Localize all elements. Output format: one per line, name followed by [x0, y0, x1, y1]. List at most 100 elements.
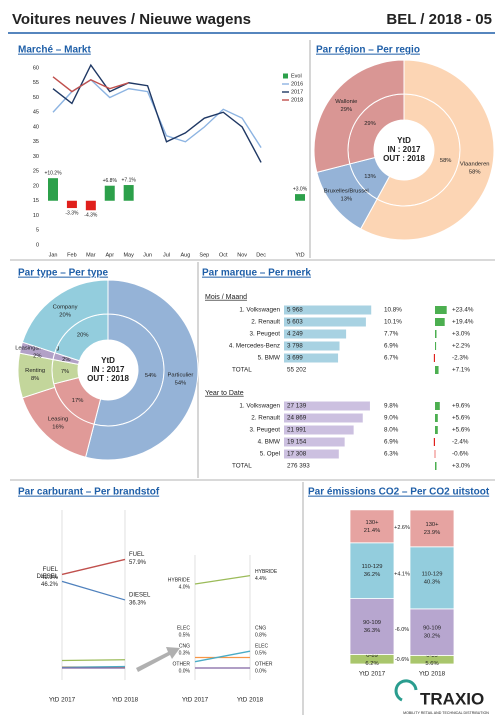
evol-label: +19.4%	[452, 319, 474, 326]
volume-label: 5 968	[287, 307, 303, 314]
y-tick-label: 35	[33, 139, 39, 145]
evol-bar	[295, 194, 305, 201]
volume-bar	[284, 449, 339, 459]
x-tick-label: Aug	[181, 252, 191, 258]
slice-name: Company	[53, 304, 78, 310]
x-tick-label: May	[123, 252, 134, 258]
volume-bar	[284, 353, 339, 363]
center-label: IN : 2017	[92, 365, 125, 374]
series-name: DIESEL	[129, 593, 151, 599]
series-value: 4.0%	[179, 584, 191, 590]
zoom-arrow	[136, 647, 180, 672]
volume-bar	[284, 305, 372, 315]
series-value: 0.0%	[255, 668, 267, 674]
y-tick-label: 10	[33, 213, 39, 219]
series-name: OTHER	[173, 661, 191, 667]
series-name: ELEC	[177, 625, 190, 631]
series-name: HYBRIDE	[255, 569, 278, 575]
y-tick-label: 60	[33, 65, 39, 71]
evol-label: +9.6%	[452, 403, 470, 410]
slice-name: Bruxelles/Brussel	[324, 188, 369, 194]
slice-value: 20%	[77, 333, 89, 339]
volume-label: 27 139	[287, 403, 307, 410]
series-name: CNG	[179, 643, 190, 649]
panel-title: Par marque – Per merk	[202, 268, 311, 279]
slice-name: Leasing	[48, 417, 68, 423]
donut-slice	[85, 279, 199, 461]
legend-swatch	[283, 73, 288, 79]
volume-bar	[284, 341, 340, 351]
segment-name: 90-109	[363, 620, 381, 626]
share-label: 6.9%	[384, 439, 399, 446]
evol-bar	[435, 318, 445, 326]
share-label: 6.9%	[384, 343, 399, 350]
logo-tagline: MOBILITY RETAIL AND TECHNICAL DISTRIBUTI…	[403, 711, 489, 715]
stack-segment	[349, 598, 395, 655]
slice-value: 13%	[364, 174, 376, 180]
y-tick-label: 45	[33, 110, 39, 116]
row-label: 3. Peugeot	[250, 427, 281, 434]
row-label: 1. Volkswagen	[239, 403, 280, 410]
series-name: FUEL	[129, 552, 145, 558]
volume-label: 17 308	[287, 451, 307, 458]
share-label: 9.8%	[384, 403, 399, 410]
series-line	[52, 76, 129, 93]
y-tick-label: 55	[33, 80, 39, 86]
segment-name: 130+	[425, 522, 439, 528]
panel-title: Par type – Per type	[18, 268, 108, 279]
x-tick-label: Sep	[199, 252, 209, 258]
volume-bar	[284, 401, 370, 411]
page-title: Voitures neuves / Nieuwe wagens	[12, 11, 251, 28]
x-tick-label: YtD 2017	[49, 697, 76, 704]
stack-segment	[409, 509, 455, 548]
evol-label: +7.1%	[452, 367, 470, 374]
evol-bar	[435, 426, 438, 434]
volume-bar	[284, 437, 345, 447]
x-tick-label: YtD 2018	[419, 671, 446, 678]
segment-value: 40.3%	[424, 579, 440, 585]
x-tick-label: YtD 2017	[182, 697, 209, 704]
center-label: IN : 2017	[388, 145, 421, 154]
evol-label: +3.0%	[452, 331, 470, 338]
row-label: 4. BMW	[258, 439, 280, 446]
segment-name: 0-89	[366, 653, 378, 659]
share-label: 6.7%	[384, 355, 399, 362]
y-tick-label: 40	[33, 124, 39, 130]
volume-label: 21 991	[287, 427, 307, 434]
evol-label: -0.6%	[452, 451, 469, 458]
slice-name: Vlaanderen	[460, 162, 490, 168]
x-tick-label: Oct	[219, 252, 228, 258]
total-value: 55 202	[287, 367, 307, 374]
evol-bar	[435, 306, 447, 314]
share-label: 9.0%	[384, 415, 399, 422]
series-value: 0.8%	[255, 632, 267, 638]
zoom-line	[194, 650, 251, 663]
total-label: TOTAL	[232, 463, 252, 470]
x-tick-label: Apr	[105, 252, 114, 258]
series-value: 57.9%	[129, 560, 147, 566]
slice-value: 54%	[175, 381, 187, 387]
series-value: 0.5%	[255, 650, 267, 656]
row-label: 2. Renault	[251, 415, 280, 422]
series-line	[61, 665, 126, 669]
donut-slice	[313, 59, 405, 173]
series-name: HYBRIDE	[168, 577, 191, 583]
panel-title: Marché – Markt	[18, 45, 91, 56]
evol-label: +3.0%	[293, 186, 308, 192]
center-label: OUT : 2018	[87, 374, 129, 383]
series-name: DIESEL	[37, 574, 59, 580]
donut-center	[78, 340, 138, 400]
x-tick-label: YtD 2018	[237, 697, 264, 704]
volume-bar	[284, 329, 347, 339]
volume-label: 19 154	[287, 439, 307, 446]
stack-segment	[409, 608, 455, 656]
evol-bar	[435, 366, 439, 374]
slice-value: 2%	[33, 353, 41, 359]
series-value: 36.3%	[129, 601, 147, 607]
y-tick-label: 20	[33, 183, 39, 189]
slice-value: 58%	[469, 170, 481, 176]
evol-bar	[66, 200, 77, 209]
volume-bar	[284, 425, 354, 435]
series-value: 46.2%	[41, 582, 59, 588]
evol-bar	[85, 200, 96, 211]
